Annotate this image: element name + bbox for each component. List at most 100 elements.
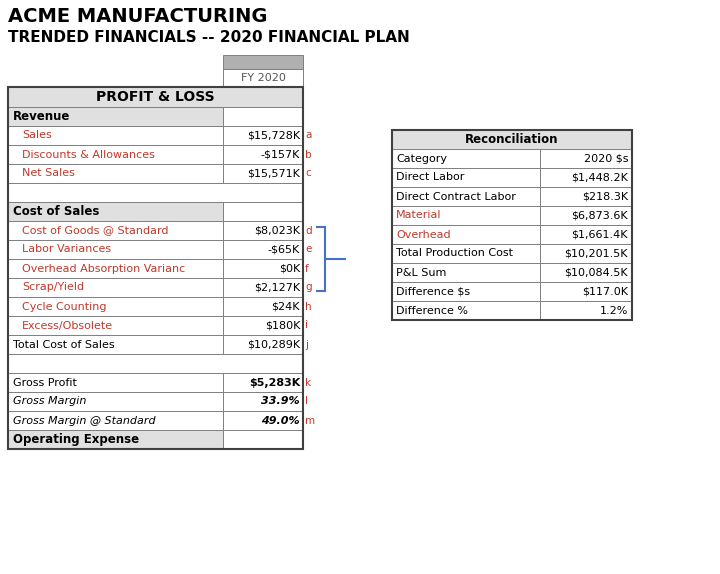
Text: Total Cost of Sales: Total Cost of Sales (13, 339, 114, 350)
Bar (540, 187, 632, 206)
Text: $218.3K: $218.3K (582, 192, 628, 201)
Text: j: j (305, 339, 308, 350)
Bar (223, 69, 303, 87)
Text: h: h (305, 301, 312, 312)
Bar (392, 130, 632, 320)
Text: Gross Margin @ Standard: Gross Margin @ Standard (13, 416, 156, 425)
Text: Difference %: Difference % (396, 305, 468, 316)
Text: Discounts & Allowances: Discounts & Allowances (22, 149, 155, 160)
Bar (540, 149, 632, 168)
Text: $15,571K: $15,571K (247, 169, 300, 179)
Text: Revenue: Revenue (13, 110, 71, 123)
Text: $117.0K: $117.0K (582, 286, 628, 297)
Text: $2,127K: $2,127K (254, 282, 300, 293)
Text: i: i (305, 320, 308, 331)
Bar (223, 145, 303, 164)
Bar (223, 107, 303, 126)
Text: Overhead: Overhead (396, 230, 451, 239)
Bar (8, 354, 303, 373)
Text: $10,201.5K: $10,201.5K (564, 249, 628, 258)
Text: Category: Category (396, 153, 447, 164)
Bar (392, 263, 540, 282)
Text: Difference $s: Difference $s (396, 286, 470, 297)
Text: Labor Variances: Labor Variances (22, 245, 111, 254)
Bar (540, 244, 632, 263)
Text: Direct Contract Labor: Direct Contract Labor (396, 192, 516, 201)
Text: 1.2%: 1.2% (600, 305, 628, 316)
Text: $5,283K: $5,283K (248, 378, 300, 387)
Bar (223, 126, 303, 145)
Text: Cycle Counting: Cycle Counting (22, 301, 107, 312)
Text: $24K: $24K (271, 301, 300, 312)
Bar (8, 392, 223, 411)
Bar (392, 168, 540, 187)
Bar (223, 240, 303, 259)
Bar (8, 221, 223, 240)
Text: 49.0%: 49.0% (261, 416, 300, 425)
Bar (223, 278, 303, 297)
Text: Excess/Obsolete: Excess/Obsolete (22, 320, 113, 331)
Text: Gross Profit: Gross Profit (13, 378, 77, 387)
Text: Net Sales: Net Sales (22, 169, 75, 179)
Text: 33.9%: 33.9% (261, 397, 300, 406)
Bar (540, 225, 632, 244)
Bar (223, 259, 303, 278)
Bar (8, 430, 223, 449)
Text: c: c (305, 169, 311, 179)
Bar (8, 297, 223, 316)
Bar (8, 87, 303, 449)
Bar (223, 297, 303, 316)
Bar (392, 225, 540, 244)
Bar (8, 335, 223, 354)
Text: $10,289K: $10,289K (247, 339, 300, 350)
Text: Direct Labor: Direct Labor (396, 173, 464, 183)
Text: a: a (305, 130, 311, 141)
Text: -$65K: -$65K (268, 245, 300, 254)
Text: l: l (305, 397, 308, 406)
Text: TRENDED FINANCIALS -- 2020 FINANCIAL PLAN: TRENDED FINANCIALS -- 2020 FINANCIAL PLA… (8, 30, 410, 45)
Bar (223, 392, 303, 411)
Text: Total Production Cost: Total Production Cost (396, 249, 513, 258)
Bar (8, 373, 223, 392)
Bar (223, 164, 303, 183)
Bar (223, 316, 303, 335)
Text: d: d (305, 226, 312, 235)
Bar (540, 206, 632, 225)
Text: Cost of Sales: Cost of Sales (13, 205, 99, 218)
Bar (223, 202, 303, 221)
Text: $1,661.4K: $1,661.4K (572, 230, 628, 239)
Text: $10,084.5K: $10,084.5K (564, 267, 628, 277)
Text: Cost of Goods @ Standard: Cost of Goods @ Standard (22, 226, 168, 235)
Bar (223, 373, 303, 392)
Text: Scrap/Yield: Scrap/Yield (22, 282, 84, 293)
Bar (8, 87, 303, 107)
Bar (540, 263, 632, 282)
Bar (8, 126, 223, 145)
Bar (8, 411, 223, 430)
Bar (8, 278, 223, 297)
Text: e: e (305, 245, 311, 254)
Text: $8,023K: $8,023K (254, 226, 300, 235)
Text: k: k (305, 378, 311, 387)
Bar (8, 164, 223, 183)
Text: Gross Margin: Gross Margin (13, 397, 86, 406)
Text: FY 2020: FY 2020 (240, 73, 285, 83)
Bar (392, 130, 632, 149)
Bar (8, 240, 223, 259)
Bar (8, 316, 223, 335)
Text: Operating Expense: Operating Expense (13, 433, 139, 446)
Bar (223, 55, 303, 69)
Bar (540, 282, 632, 301)
Text: ACME MANUFACTURING: ACME MANUFACTURING (8, 6, 268, 25)
Text: $0K: $0K (279, 263, 300, 273)
Text: PROFIT & LOSS: PROFIT & LOSS (96, 90, 215, 104)
Text: f: f (305, 263, 309, 273)
Bar (392, 301, 540, 320)
Text: $1,448.2K: $1,448.2K (571, 173, 628, 183)
Text: P&L Sum: P&L Sum (396, 267, 446, 277)
Bar (392, 206, 540, 225)
Bar (540, 168, 632, 187)
Text: 2020 $s: 2020 $s (583, 153, 628, 164)
Bar (8, 145, 223, 164)
Bar (540, 301, 632, 320)
